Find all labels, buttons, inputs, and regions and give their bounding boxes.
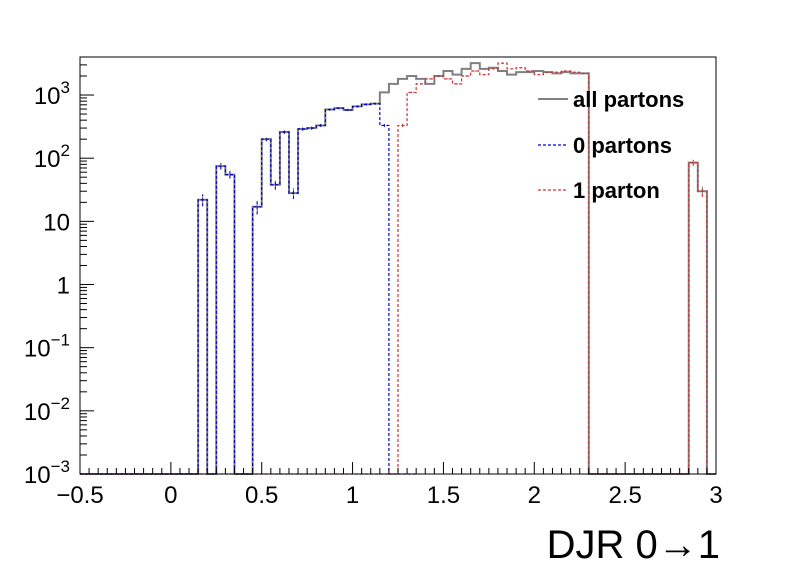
y-tick-label: 103 bbox=[34, 78, 70, 110]
x-tick-label: 0 bbox=[164, 482, 177, 509]
series-line-1-parton bbox=[80, 62, 716, 475]
y-tick-label: 10−1 bbox=[24, 331, 70, 363]
legend-label: all partons bbox=[573, 87, 684, 112]
x-axis-title: DJR 0→1 bbox=[547, 523, 720, 567]
y-tick-label: 10−2 bbox=[24, 394, 70, 426]
y-axis: 10−3 10−2 10−1 1 10 102 103 bbox=[24, 56, 94, 489]
series-layer bbox=[80, 62, 716, 475]
x-tick-label: 1.5 bbox=[427, 482, 460, 509]
x-tick-label: 2.5 bbox=[608, 482, 641, 509]
x-tick-label: 0.5 bbox=[245, 482, 278, 509]
y-tick-label: 10−3 bbox=[24, 457, 70, 489]
legend: all partons 0 partons 1 parton bbox=[538, 87, 684, 203]
y-tick-label: 1 bbox=[57, 273, 70, 300]
x-tick-label: 2 bbox=[528, 482, 541, 509]
y-tick-label: 102 bbox=[34, 141, 70, 173]
series-line-0-partons bbox=[80, 103, 417, 475]
y-tick-label: 10 bbox=[43, 209, 70, 236]
x-tick-label: 3 bbox=[709, 482, 722, 509]
x-tick-label: 1 bbox=[346, 482, 359, 509]
legend-label: 1 parton bbox=[573, 178, 660, 203]
legend-label: 0 partons bbox=[573, 133, 672, 158]
x-axis: −0.5 0 0.5 1 1.5 2 2.5 3 bbox=[56, 462, 723, 509]
x-tick-label: −0.5 bbox=[56, 482, 103, 509]
